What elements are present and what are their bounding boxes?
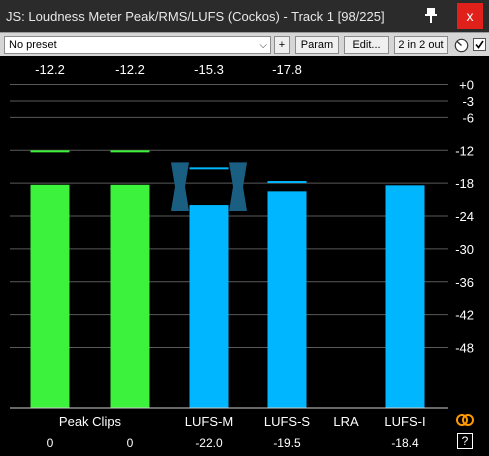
lufs-m-readout: -15.3 [194, 62, 224, 77]
lufs-i-label: LUFS-I [384, 414, 425, 429]
target-bracket-left [171, 162, 189, 212]
scale-tick-label: -3 [462, 94, 474, 109]
lra-label: LRA [333, 414, 359, 429]
scale-tick-label: -30 [455, 242, 474, 257]
scale-tick-label: -12 [455, 143, 474, 158]
lufs-s-readout: -17.8 [272, 62, 302, 77]
peak-clips-label: Peak Clips [59, 414, 122, 429]
lufs-m-label: LUFS-M [185, 414, 233, 429]
peak-r-peak-hold [110, 150, 150, 153]
lufs-m-bar [189, 205, 229, 408]
param-button[interactable]: Param [295, 36, 339, 54]
edit-button[interactable]: Edit... [344, 36, 389, 54]
pin-icon[interactable] [423, 6, 439, 24]
lufs-s-value: -19.5 [273, 436, 301, 450]
scale-tick-label: -6 [462, 110, 474, 125]
peak-r-bar [110, 184, 150, 408]
preset-value: No preset [9, 39, 57, 51]
lufs-i-bar [385, 185, 425, 408]
lufs-m-value: -22.0 [195, 436, 223, 450]
scale-tick-label: +0 [459, 78, 474, 93]
title-bar: JS: Loudness Meter Peak/RMS/LUFS (Cockos… [0, 0, 489, 32]
peak-l-readout: -12.2 [35, 62, 65, 77]
peak-l-bar [30, 184, 70, 408]
window-title: JS: Loudness Meter Peak/RMS/LUFS (Cockos… [6, 9, 385, 24]
scale-tick-label: -24 [455, 209, 474, 224]
preset-dropdown[interactable]: No preset ⌵ [4, 36, 271, 54]
scale-tick-label: -42 [455, 308, 474, 323]
clips-left-value[interactable]: 0 [47, 436, 54, 450]
preset-add-button[interactable]: + [274, 36, 290, 54]
enable-checkbox[interactable] [473, 38, 486, 51]
io-routing-button[interactable]: 2 in 2 out [394, 36, 448, 54]
close-button[interactable]: x [457, 3, 483, 29]
scale-tick-label: -36 [455, 275, 474, 290]
lufs-i-value: -18.4 [391, 436, 419, 450]
lufs-s-label: LUFS-S [264, 414, 311, 429]
clips-right-value[interactable]: 0 [127, 436, 134, 450]
link-rings-icon[interactable] [455, 413, 475, 427]
target-bracket-right [229, 162, 247, 212]
wet-knob-icon[interactable] [454, 38, 469, 53]
toolbar: No preset ⌵ + Param Edit... 2 in 2 out [0, 32, 489, 56]
lufs-s-peak-hold [267, 181, 307, 184]
meter-display: +0 -3 -6 -12 -18 -24 -30 -36 -42 -48 -12.2 -12.2 -1… [0, 56, 489, 456]
chevron-down-icon: ⌵ [259, 40, 267, 51]
peak-l-peak-hold [30, 150, 70, 153]
lufs-m-peak-hold [189, 167, 229, 170]
scale-tick-label: -48 [455, 341, 474, 356]
peak-r-readout: -12.2 [115, 62, 145, 77]
help-button[interactable]: ? [457, 433, 473, 449]
scale-tick-label: -18 [455, 176, 474, 191]
lufs-s-bar [267, 191, 307, 408]
meter-chart: +0-3-6 -12 -18 -24 -30 -36 -42 -48 -12.2 -12.2 -1… [10, 62, 474, 450]
